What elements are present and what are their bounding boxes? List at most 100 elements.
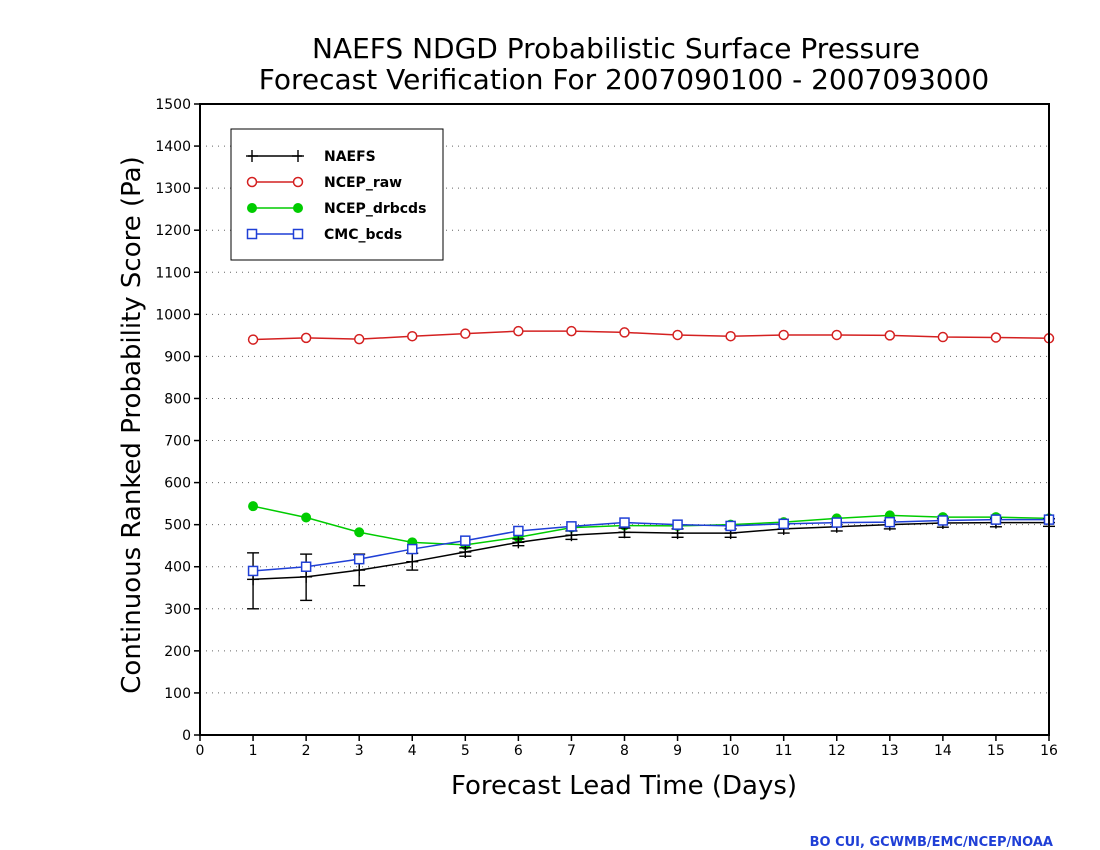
legend-marker: [246, 150, 258, 162]
data-point: [247, 565, 259, 577]
x-tick-label: 9: [673, 743, 682, 759]
legend-items: NAEFS NCEP_raw NCEP_drbcds CMC_bcds: [246, 149, 426, 243]
data-point: [566, 521, 577, 532]
plot-frame: [199, 103, 1050, 736]
x-tick-label: 8: [620, 743, 629, 759]
data-point: [300, 570, 313, 583]
y-tick-label: 800: [164, 391, 191, 407]
series-line-ncep-raw: [253, 330, 1050, 341]
data-point: [406, 555, 419, 568]
x-tick-label: 5: [461, 743, 470, 759]
credit-text: BO CUI, GCWMB/EMC/NCEP/NOAA: [810, 835, 1053, 850]
data-point: [778, 518, 789, 530]
data-point: [884, 330, 896, 341]
legend-marker: [292, 150, 304, 162]
x-tick-label: 3: [355, 743, 364, 759]
legend-label: NCEP_raw: [324, 175, 402, 191]
data-point: [353, 333, 365, 345]
legend-label: CMC_bcds: [324, 227, 402, 243]
data-point: [248, 501, 259, 512]
data-point: [353, 553, 365, 565]
data-point: [990, 514, 1002, 525]
data-point: [459, 546, 472, 559]
data-point: [407, 330, 418, 342]
data-point: [460, 535, 471, 546]
y-tick-label: 1100: [155, 265, 191, 281]
x-tick-label: 2: [302, 743, 311, 759]
y-tick-label: 1000: [155, 307, 191, 323]
y-tick-label: 1500: [155, 97, 191, 113]
data-point: [672, 329, 683, 341]
legend-marker: [246, 176, 258, 188]
legend-label: NAEFS: [324, 149, 376, 165]
x-tick-label: 4: [408, 743, 417, 759]
y-tick-label: 900: [164, 349, 191, 365]
data-point: [725, 330, 736, 342]
data-point: [407, 543, 418, 555]
y-tick-label: 600: [164, 476, 191, 492]
legend: NAEFS NCEP_raw NCEP_drbcds CMC_bcds: [230, 128, 444, 261]
x-axis-label: Forecast Lead Time (Days): [451, 771, 797, 801]
y-axis-label: Continuous Ranked Probability Score (Pa): [117, 156, 147, 693]
data-point: [937, 331, 949, 343]
series-line-naefs: [253, 521, 1049, 581]
x-tick-label: 14: [934, 743, 952, 759]
data-point: [301, 512, 312, 523]
data-point: [300, 561, 312, 572]
y-tick-label: 700: [164, 434, 191, 450]
data-point: [990, 332, 1002, 343]
y-tick-label: 1300: [155, 181, 191, 197]
x-tick-label: 16: [1040, 743, 1058, 759]
legend-marker: [292, 228, 304, 240]
series-naefs: [247, 516, 1055, 610]
data-point: [300, 332, 312, 344]
data-point: [354, 527, 365, 538]
x-tick-label: 12: [828, 743, 846, 759]
data-point: [884, 516, 896, 528]
legend-item-ncep-raw: NCEP_raw: [246, 175, 402, 191]
y-tick-label: 1200: [155, 223, 191, 239]
data-point: [460, 328, 471, 339]
data-point: [619, 517, 630, 528]
y-tick-label: 300: [164, 602, 191, 618]
data-point: [513, 325, 524, 337]
data-point: [831, 517, 842, 528]
x-tick-label: 7: [567, 743, 576, 759]
legend-label: NCEP_drbcds: [324, 201, 426, 217]
data-point: [353, 564, 366, 577]
data-point: [831, 329, 842, 341]
series-line-ncep-drbcds: [252, 505, 1050, 546]
legend-marker: [247, 203, 257, 213]
y-tick-label: 400: [164, 560, 191, 576]
x-tick-label: 13: [881, 743, 899, 759]
y-tick-label: 500: [164, 518, 191, 534]
x-tick-label: 11: [775, 743, 793, 759]
legend-marker: [246, 228, 258, 240]
data-point: [619, 327, 630, 338]
y-tick-label: 100: [164, 686, 191, 702]
axes: 0 100 200 300 400 500 600 700 800 900 1000 1100 1200…: [155, 97, 1058, 759]
x-tick-label: 15: [987, 743, 1005, 759]
data-point: [512, 536, 525, 549]
legend-box: [230, 128, 444, 261]
data-point: [725, 520, 736, 532]
series-ncep-drbcds: [248, 501, 1054, 550]
series-ncep-raw: [247, 325, 1055, 345]
y-tick-label: 0: [182, 728, 191, 744]
series-line-cmc-bcds: [253, 518, 1049, 572]
chart-title-line-1: NAEFS NDGD Probabilistic Surface Pressur…: [312, 32, 920, 65]
x-tick-label: 10: [722, 743, 740, 759]
x-tick-label: 1: [249, 743, 258, 759]
data-point: [247, 334, 259, 345]
data-point: [618, 526, 631, 539]
legend-item-ncep-drbcds: NCEP_drbcds: [247, 201, 426, 217]
data-point: [566, 325, 577, 337]
chart-title-line-2: Forecast Verification For 2007090100 - 2…: [259, 63, 989, 96]
y-tick-label: 200: [164, 644, 191, 660]
data-point: [778, 329, 789, 341]
legend-item-cmc-bcds: CMC_bcds: [246, 227, 402, 243]
legend-marker: [293, 203, 303, 213]
legend-marker: [292, 176, 304, 188]
data-point: [672, 519, 683, 530]
